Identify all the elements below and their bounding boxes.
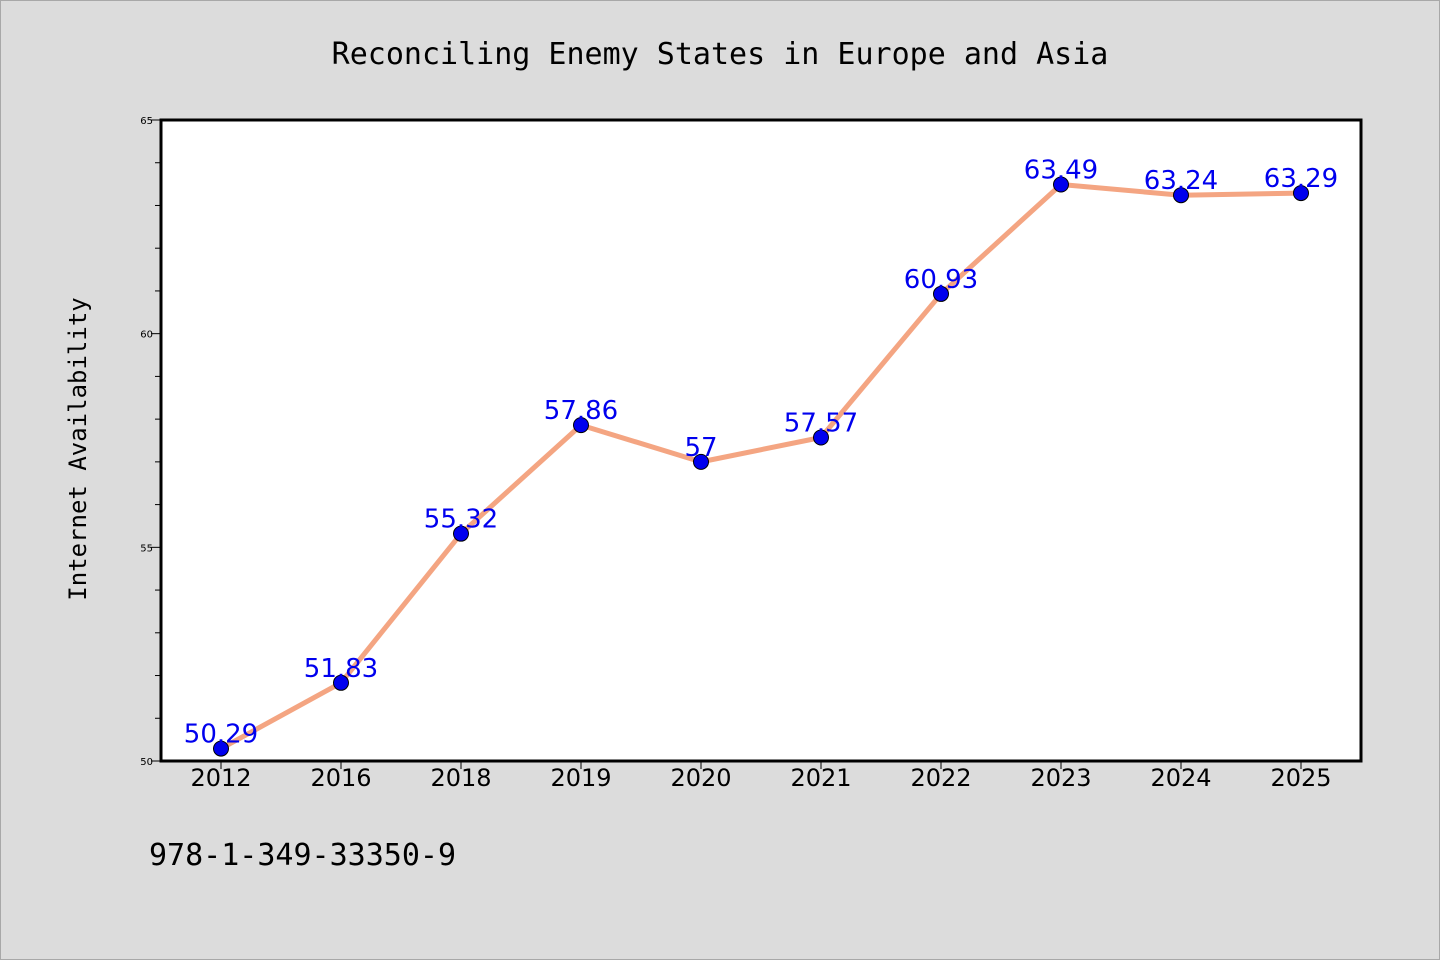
x-tick-label: 2024 bbox=[1150, 764, 1211, 792]
data-point-marker bbox=[1053, 176, 1069, 193]
x-tick-label: 2020 bbox=[670, 764, 731, 792]
y-axis-ticks: 50 55 60 65 bbox=[140, 116, 161, 768]
x-tick-label: 2016 bbox=[310, 764, 371, 792]
y-tick-label: 50 bbox=[140, 757, 153, 768]
x-tick-label: 2022 bbox=[910, 764, 971, 792]
data-label: 63.49 bbox=[1024, 156, 1098, 186]
data-label: 51.83 bbox=[304, 654, 378, 684]
data-point-marker bbox=[453, 525, 469, 542]
data-point-marker bbox=[933, 285, 949, 302]
x-tick-label: 2025 bbox=[1270, 764, 1331, 792]
chart-title: Reconciling Enemy States in Europe and A… bbox=[332, 37, 1109, 72]
data-point-marker bbox=[1173, 187, 1189, 204]
x-tick-label: 2023 bbox=[1030, 764, 1091, 792]
data-point-marker bbox=[693, 453, 709, 470]
x-axis-ticks: 2012 2016 2018 2019 2020 2021 2022 2023 2024 2025 bbox=[190, 761, 1332, 792]
data-point-marker bbox=[1293, 185, 1309, 202]
data-label: 55.32 bbox=[424, 505, 498, 535]
x-tick-label: 2019 bbox=[550, 764, 611, 792]
data-label: 57.57 bbox=[784, 409, 858, 439]
data-point-marker bbox=[213, 740, 229, 757]
data-label: 57 bbox=[684, 433, 717, 463]
y-tick-label: 55 bbox=[140, 543, 153, 554]
isbn-footnote: 978-1-349-33350-9 bbox=[149, 838, 456, 873]
data-point-marker bbox=[333, 674, 349, 691]
data-label: 57.86 bbox=[544, 396, 618, 426]
series-layer: 50.29 51.83 55.32 57.86 57 57.57 60.93 63.49 63.… bbox=[184, 156, 1338, 757]
data-label: 63.24 bbox=[1144, 166, 1218, 196]
data-label: 60.93 bbox=[904, 265, 978, 295]
data-label: 50.29 bbox=[184, 720, 258, 750]
data-point-marker bbox=[813, 429, 829, 446]
x-tick-label: 2021 bbox=[790, 764, 851, 792]
data-point-marker bbox=[573, 417, 589, 434]
y-axis-label: Internet Availability bbox=[64, 297, 92, 600]
data-label: 63.29 bbox=[1264, 164, 1338, 194]
series-line bbox=[218, 182, 1304, 752]
x-tick-label: 2018 bbox=[430, 764, 491, 792]
y-tick-label: 65 bbox=[140, 116, 153, 127]
x-tick-label: 2012 bbox=[190, 764, 251, 792]
y-tick-label: 60 bbox=[140, 330, 153, 341]
